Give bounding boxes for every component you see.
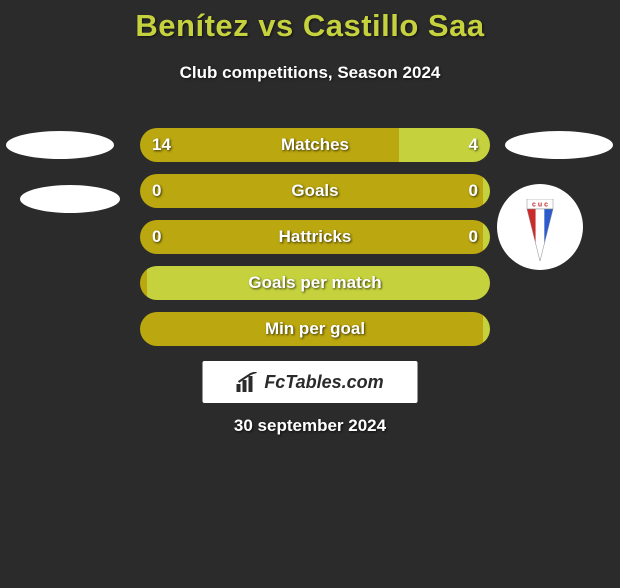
comparison-row: 00Hattricks [140, 220, 490, 254]
bar-label: Goals per match [140, 273, 490, 293]
bar-label: Matches [140, 135, 490, 155]
avatar-player-right [505, 131, 613, 159]
avatar-player-left [6, 131, 114, 159]
bar-label: Goals [140, 181, 490, 201]
team-crest-icon: c u c [523, 199, 557, 263]
comparison-bars: 144Matches 00Goals 00Hattricks Goals per ma… [140, 128, 490, 358]
svg-text:c u c: c u c [532, 202, 548, 209]
comparison-row: 144Matches [140, 128, 490, 162]
bar-label: Min per goal [140, 319, 490, 339]
fctables-logo: FcTables.com [203, 361, 418, 403]
comparison-row: Goals per match [140, 266, 490, 300]
logo-text: FcTables.com [264, 372, 383, 393]
date-text: 30 september 2024 [0, 416, 620, 436]
avatar-team-right: c u c [497, 184, 583, 270]
page-title: Benítez vs Castillo Saa [0, 8, 620, 44]
comparison-row: Min per goal [140, 312, 490, 346]
avatar-team-left [20, 185, 120, 213]
comparison-row: 00Goals [140, 174, 490, 208]
page-subtitle: Club competitions, Season 2024 [0, 63, 620, 83]
bar-label: Hattricks [140, 227, 490, 247]
chart-icon [236, 372, 258, 392]
